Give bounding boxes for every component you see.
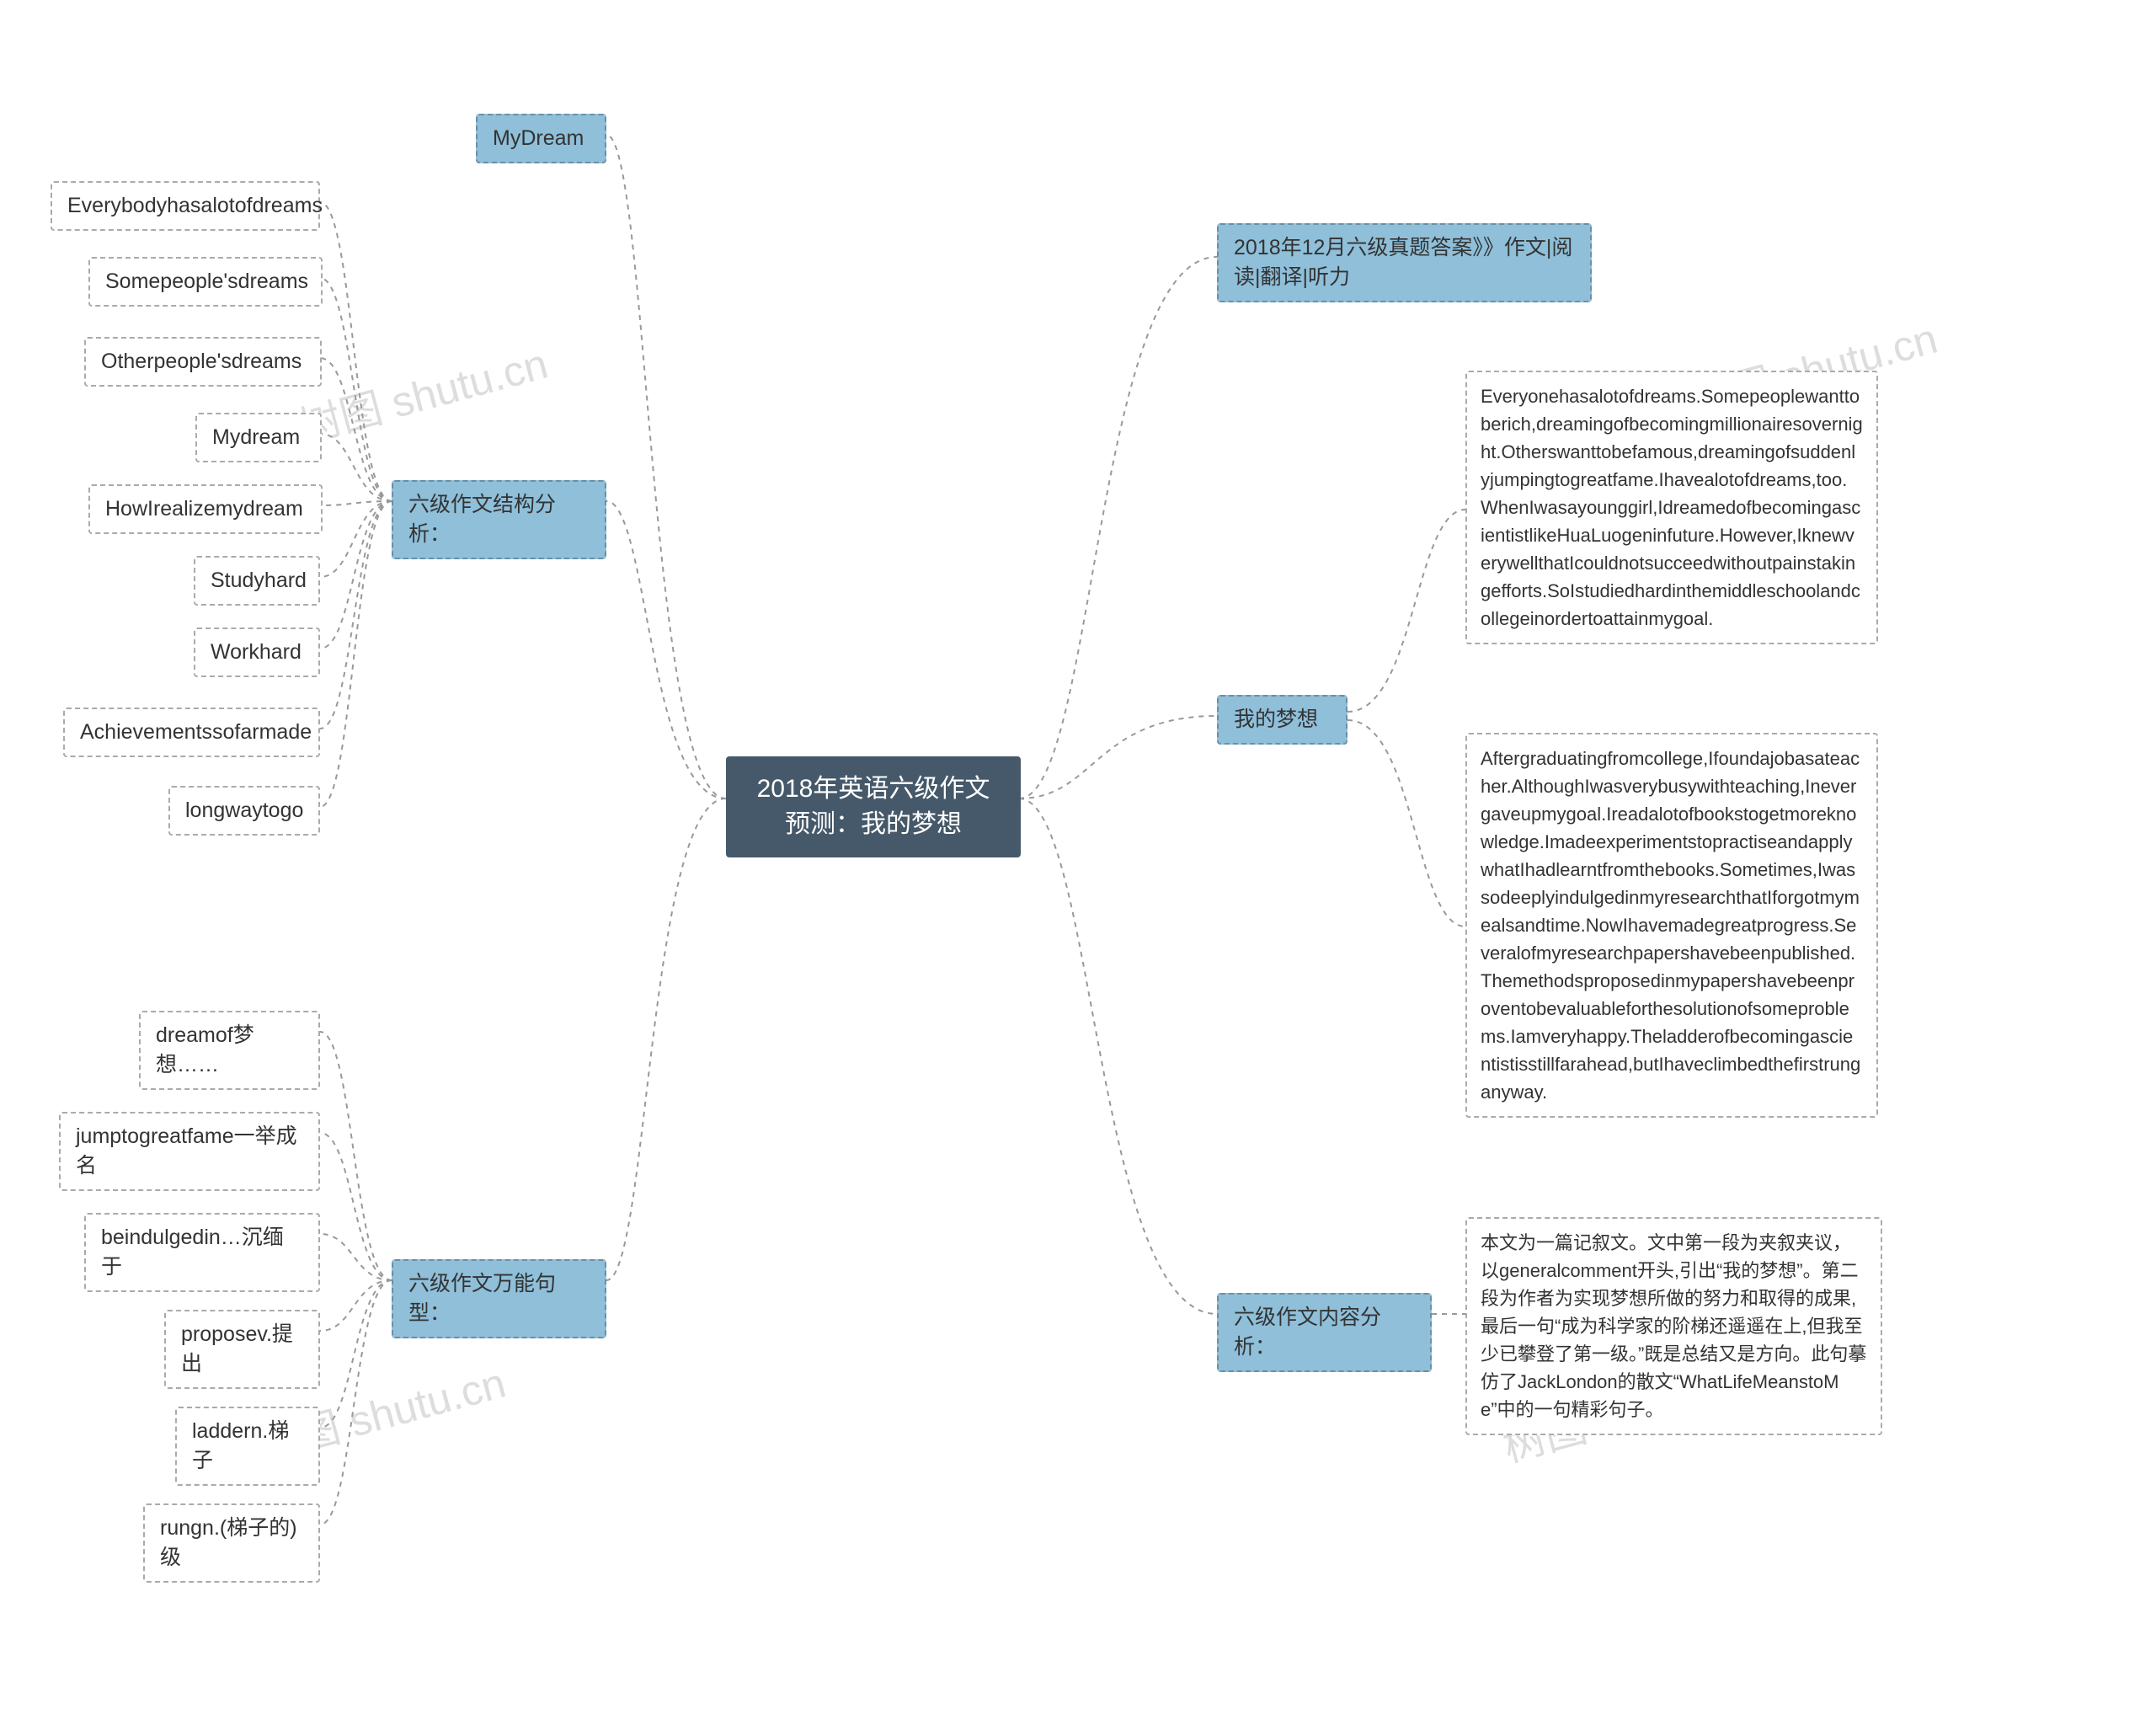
leaf-work-hard[interactable]: Workhard	[194, 628, 320, 677]
root-node[interactable]: 2018年英语六级作文预测：我的梦想	[726, 756, 1021, 857]
leaf-study-hard[interactable]: Studyhard	[194, 556, 320, 606]
branch-content-analysis[interactable]: 六级作文内容分析：	[1217, 1293, 1432, 1372]
paragraph-analysis: 本文为一篇记叙文。文中第一段为夹叙夹议，以generalcomment开头,引出…	[1465, 1217, 1882, 1435]
leaf-dream-of[interactable]: dreamof梦想……	[139, 1011, 320, 1090]
branch-answers-2018-12[interactable]: 2018年12月六级真题答案》》作文|阅读|翻译|听力	[1217, 223, 1592, 302]
leaf-other-people-dreams[interactable]: Otherpeople'sdreams	[84, 337, 322, 387]
watermark: 树图 shutu.cn	[291, 330, 553, 455]
branch-my-dream-cn[interactable]: 我的梦想	[1217, 695, 1348, 745]
branch-structure-analysis[interactable]: 六级作文结构分析：	[392, 480, 606, 559]
leaf-ladder[interactable]: laddern.梯子	[175, 1407, 320, 1486]
leaf-achievements[interactable]: Achievementssofarmade	[63, 708, 320, 757]
leaf-my-dream[interactable]: Mydream	[195, 413, 322, 462]
branch-mydream-en[interactable]: MyDream	[476, 114, 606, 163]
branch-universal-sentences[interactable]: 六级作文万能句型：	[392, 1259, 606, 1338]
paragraph-dream-2: Aftergraduatingfromcollege,Ifoundajobasa…	[1465, 733, 1878, 1118]
leaf-some-people-dreams[interactable]: Somepeople'sdreams	[88, 257, 323, 307]
leaf-rung[interactable]: rungn.(梯子的)级	[143, 1503, 320, 1583]
paragraph-dream-1: Everyonehasalotofdreams.Somepeoplewantto…	[1465, 371, 1878, 644]
leaf-propose[interactable]: proposev.提出	[164, 1310, 320, 1389]
leaf-long-way[interactable]: longwaytogo	[168, 786, 320, 836]
leaf-everybody-dreams[interactable]: Everybodyhasalotofdreams	[51, 181, 320, 231]
leaf-indulged-in[interactable]: beindulgedin…沉缅于	[84, 1213, 320, 1292]
leaf-jump-to-fame[interactable]: jumptogreatfame一举成名	[59, 1112, 320, 1191]
leaf-how-realize[interactable]: HowIrealizemydream	[88, 484, 323, 534]
